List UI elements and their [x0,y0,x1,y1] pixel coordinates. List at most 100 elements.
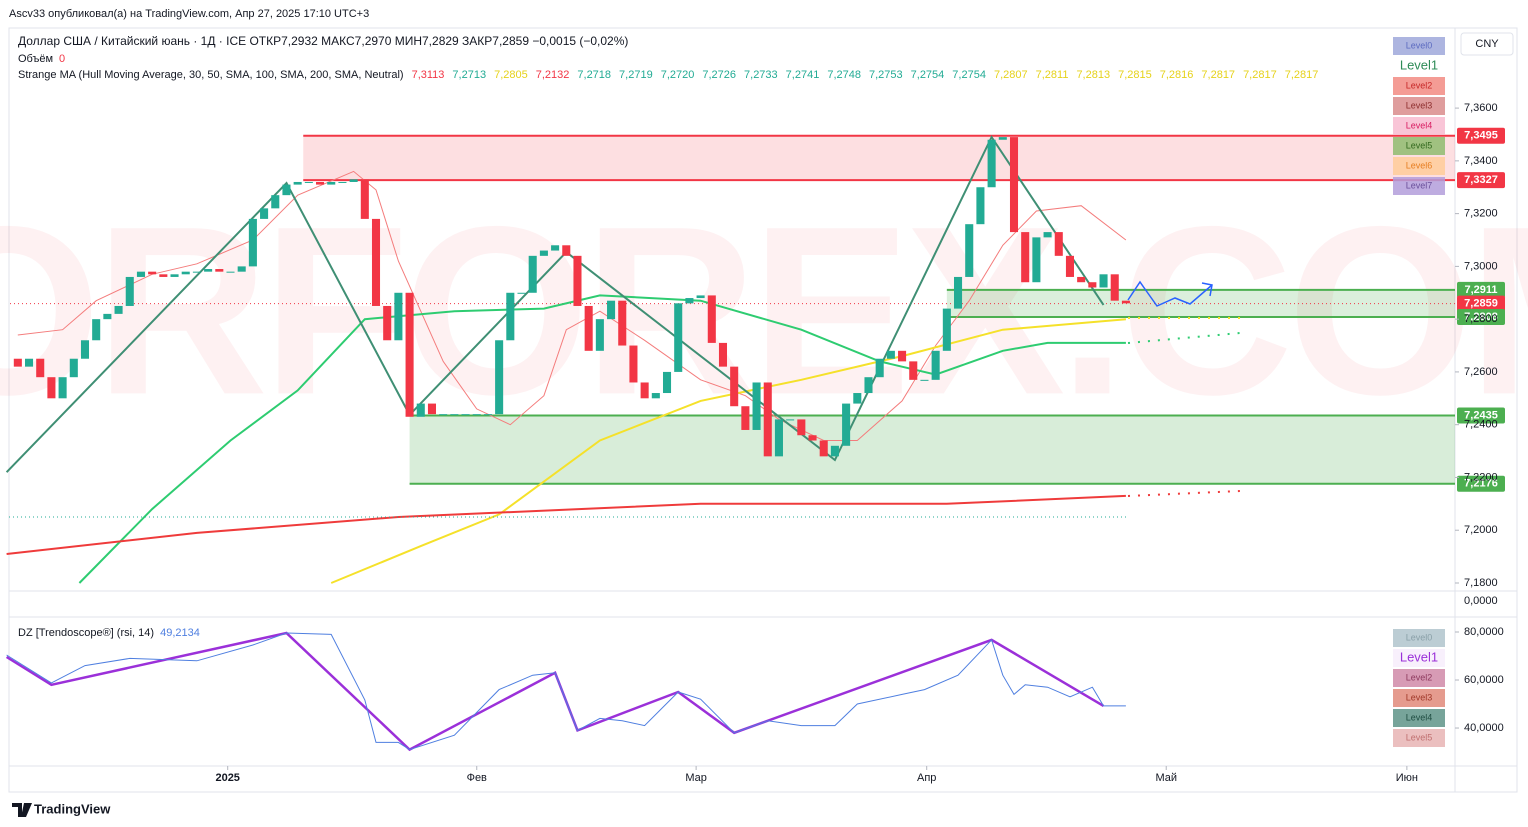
level-legend-label: Level2 [1406,80,1433,90]
candle [517,292,526,294]
level-legend-box [1393,649,1445,667]
frame [8,27,1518,793]
rsi-line [6,632,1126,751]
ma-value: 7,2807 [994,69,1028,81]
candle [763,382,772,457]
level-legend-box [1393,77,1445,95]
ma-value: 7,2748 [827,69,861,81]
candle [987,139,996,188]
level-legend-label: Level5 [1406,732,1433,742]
ma-value: 7,2815 [1118,69,1152,81]
level-legend-label: Level6 [1406,160,1433,170]
candle [640,382,649,399]
level-legend-label: Level0 [1406,632,1433,642]
level-legend-label: Level3 [1406,692,1433,702]
candle [204,269,213,272]
candle [371,218,381,306]
candle [886,350,895,359]
candle [920,379,929,381]
candle [819,440,828,457]
ma-value: 7,2816 [1160,69,1194,81]
level-legend-box [1393,669,1445,687]
currency-box[interactable] [1460,32,1514,56]
candle [360,179,369,219]
candle [226,271,235,273]
candle [1021,232,1030,283]
candle [69,358,78,378]
rsi-value: 49,2134 [160,627,200,639]
price-tag [1457,407,1505,424]
candle [584,305,593,351]
price-tag [1457,309,1505,326]
candle [685,298,694,304]
candle [1121,300,1130,304]
volume-label: Объём [18,53,53,65]
candle [875,358,884,378]
y-tick-label: 7,2200 [1464,471,1498,483]
rsi-label: DZ [Trendoscope®] (rsi, 14) [18,627,154,639]
candle [618,300,627,346]
y-tick-label: 80,0000 [1464,626,1504,638]
candle [114,305,123,314]
candle [573,255,582,306]
candle [170,274,179,277]
candle [1110,274,1119,301]
level-legend-box [1393,57,1445,75]
candle [461,414,470,416]
level-legend-box [1393,117,1445,135]
candle [909,361,918,380]
candle [338,181,347,183]
ma-value: 7,2719 [619,69,653,81]
zone [303,135,1455,181]
y-tick-label: 7,1800 [1464,577,1498,589]
level-legend-label: Level4 [1406,120,1433,130]
candle [159,274,168,277]
candle [718,342,728,367]
candle [864,377,873,394]
logo [12,803,32,817]
candle [293,181,302,185]
candle [282,184,291,196]
candle [439,414,448,416]
y-tick-label: 7,3400 [1464,155,1498,167]
candle [349,179,358,182]
y-tick-label: 7,3000 [1464,260,1498,272]
price-tag-label: 7,2859 [1464,297,1498,309]
candle [1032,237,1041,283]
candle [786,419,795,421]
price-tag [1457,281,1505,298]
price-tag-label: 7,2176 [1464,478,1498,490]
ma-label: Strange MA (Hull Moving Average, 30, 50,… [18,69,404,81]
level-legend-box [1393,629,1445,647]
candle [942,308,951,351]
candle [136,271,145,277]
candle [383,305,392,341]
candle [842,403,851,446]
candle [1054,232,1063,256]
candle [607,300,616,320]
y-tick-label: 7,3600 [1464,102,1498,114]
candle [304,181,313,183]
ma-value: 7,2817 [1201,69,1235,81]
price-tag-label: 7,2808 [1464,311,1498,323]
level-legend-box [1393,97,1445,115]
candle [662,371,672,394]
candle [774,419,783,457]
candle [1088,282,1097,288]
level-legend-box [1393,689,1445,707]
candle [215,269,224,272]
y-tick-label: 7,3200 [1464,208,1498,220]
candle [976,187,985,225]
moving-average [6,494,1126,555]
candle [148,271,157,275]
candle [674,303,683,372]
candle [830,445,839,457]
currency[interactable]: CNY [1475,38,1499,50]
candle [707,295,716,343]
candle [36,358,45,378]
x-tick-label: 2025 [215,772,239,784]
ma-value: 7,2817 [1243,69,1277,81]
footer-brand: TradingView [34,801,111,816]
candle [416,403,425,417]
